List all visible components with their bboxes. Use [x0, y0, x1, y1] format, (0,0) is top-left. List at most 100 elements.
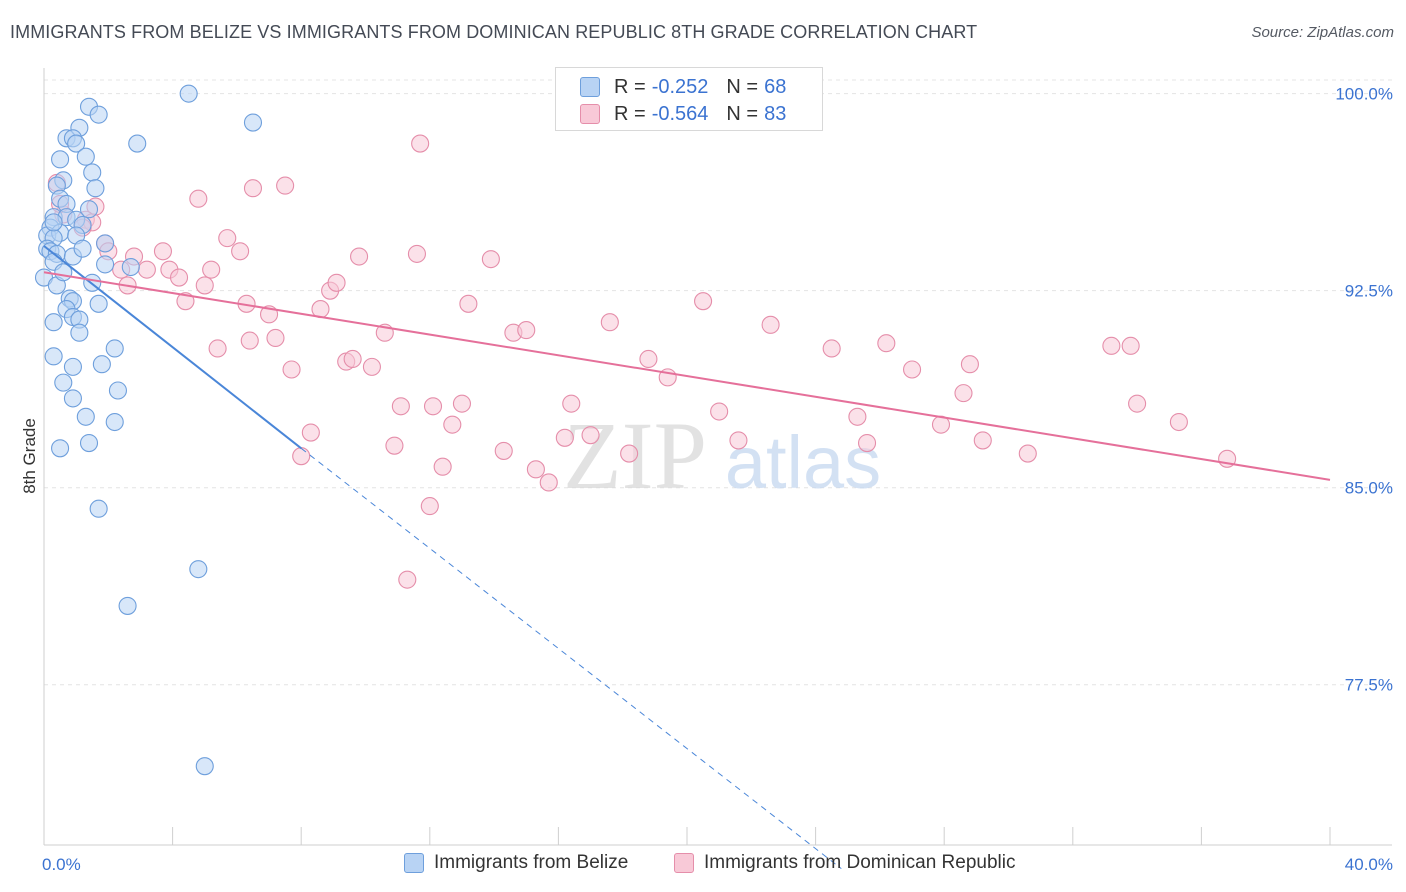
dominican-point [243, 179, 263, 198]
dominican-point [562, 394, 581, 413]
dominican-point [1128, 394, 1147, 413]
dominican-point [350, 247, 369, 266]
legend-label-dominican: Immigrants from Dominican Republic [704, 852, 1016, 873]
belize-point [96, 255, 115, 274]
belize-point [63, 357, 82, 376]
belize-point [73, 239, 92, 258]
belize-point [89, 294, 108, 313]
belize-point [51, 439, 70, 458]
r-value: -0.564 [651, 102, 709, 125]
y-tick-label: 85.0% [1345, 479, 1393, 498]
legend-item-dominican[interactable]: Immigrants from Dominican Republic [674, 852, 1016, 874]
source-label: Source: ZipAtlas.com [1251, 24, 1394, 41]
dominican-point [137, 260, 156, 279]
dominican-point [385, 436, 404, 455]
dominican-point [282, 360, 301, 379]
dominican-point [620, 444, 639, 463]
dominican-point [411, 134, 430, 153]
dominican-point [292, 447, 311, 466]
dominican-point [398, 570, 417, 589]
stats-row-belize: R = -0.252 N = 68 [580, 73, 786, 101]
belize-point [92, 355, 111, 374]
series-legend: Immigrants from Belize Immigrants from D… [0, 852, 1406, 876]
dominican-point [208, 339, 227, 358]
dominican-point [822, 339, 841, 358]
belize-point [63, 389, 82, 408]
dominican-point [1018, 444, 1037, 463]
gridlines [44, 79, 1392, 686]
belize-point [108, 381, 127, 400]
dominican-point [600, 313, 619, 332]
belize-point [67, 134, 86, 153]
belize-point [70, 323, 89, 342]
belize-point [76, 407, 95, 426]
dominican-trendline [43, 271, 1331, 481]
belize-point [179, 84, 198, 103]
dominican-point [639, 349, 658, 369]
dominican-point [1121, 336, 1140, 355]
dominican-point [195, 276, 214, 295]
stats-legend: R = -0.252 N = 68 R = -0.564 N = 83 [555, 67, 823, 131]
y-axis-label: 8th Grade [20, 418, 39, 494]
x-tick-label-min: 0.0% [42, 855, 81, 874]
belize-point [195, 757, 214, 776]
dominican-point [452, 394, 472, 413]
dominican-point [973, 431, 992, 450]
dominican-point [189, 189, 208, 208]
dominican-point [526, 460, 545, 479]
dominican-point [176, 292, 195, 311]
dominican-point [857, 434, 877, 453]
belize-point [89, 105, 108, 124]
dominican-point [1169, 412, 1188, 432]
dominican-point [443, 415, 462, 434]
r-label: R = [614, 102, 646, 125]
tick-labels: 100.0% 92.5% 85.0% 77.5% 0.0% 40.0% [42, 85, 1393, 874]
belize-point [86, 179, 105, 198]
legend-item-belize[interactable]: Immigrants from Belize [404, 852, 628, 874]
dominican-point [761, 315, 780, 334]
dominican-swatch [674, 853, 694, 873]
belize-point [44, 313, 63, 332]
dominican-point [710, 402, 729, 421]
dominican-point [276, 176, 295, 195]
belize-trend-extension [300, 447, 842, 870]
n-label: N = [726, 75, 759, 98]
dominican-point [202, 260, 221, 279]
dominican-point [231, 242, 250, 261]
stats-row-dominican: R = -0.564 N = 83 [580, 100, 786, 128]
belize-point [189, 560, 208, 579]
dominican-point [555, 428, 574, 447]
dominican-point [877, 334, 896, 353]
dominican-point [420, 497, 439, 516]
belize-point [79, 434, 99, 453]
belize-point [44, 347, 63, 366]
belize-point [54, 373, 73, 392]
dominican-point [459, 294, 478, 313]
dominican-swatch [580, 104, 600, 124]
x-tick-label-max: 40.0% [1345, 855, 1393, 874]
dominican-point [960, 355, 979, 374]
dominican-point [954, 384, 973, 403]
watermark-atlas: atlas [725, 421, 881, 504]
dominican-point [169, 268, 189, 287]
belize-point [76, 147, 95, 166]
dominican-point [266, 328, 285, 348]
dominican-point [902, 360, 922, 379]
dominican-point [694, 292, 713, 311]
y-tick-label: 100.0% [1335, 85, 1393, 104]
n-value: 83 [764, 102, 787, 125]
dominican-point [848, 407, 867, 426]
dominican-point [362, 357, 381, 376]
dominican-point [407, 244, 426, 263]
dominican-point [301, 423, 320, 442]
belize-point [118, 596, 137, 615]
dominican-point [517, 321, 536, 340]
dominican-point [327, 273, 346, 292]
r-value: -0.252 [651, 75, 709, 98]
belize-point [51, 150, 70, 169]
belize-swatch [580, 77, 600, 97]
dominican-point [240, 331, 259, 350]
belize-point [89, 499, 108, 518]
belize-point [44, 213, 63, 232]
dominican-point [481, 250, 500, 269]
